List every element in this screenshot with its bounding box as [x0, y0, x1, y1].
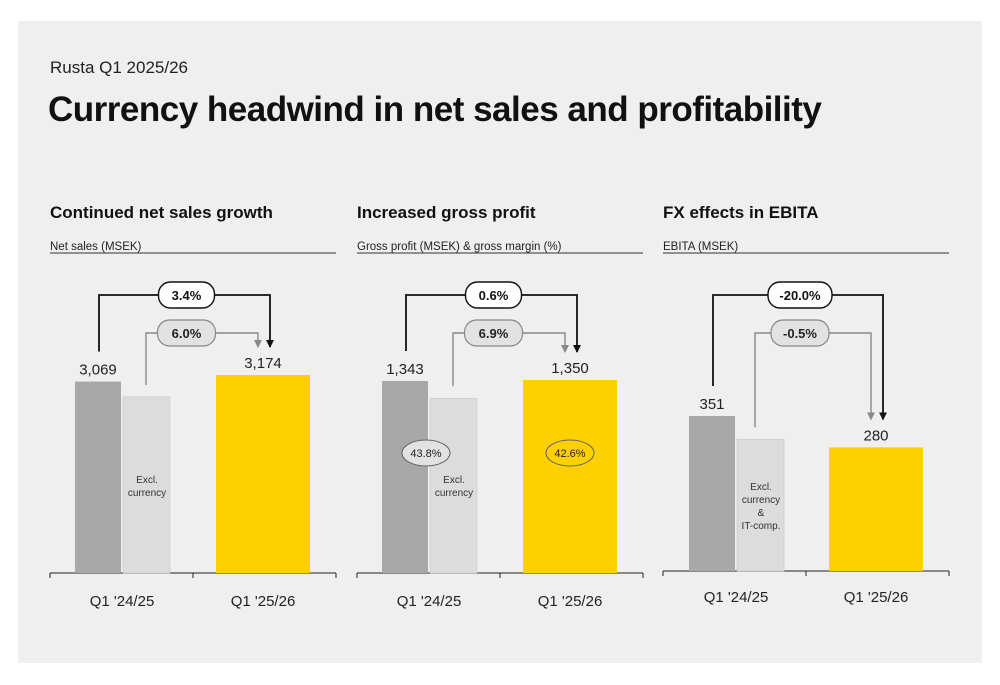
panel-3-title: FX effects in EBITA — [663, 203, 819, 222]
excl-bar-label: Excl. — [136, 475, 158, 486]
excl-bar-label: currency — [435, 488, 473, 499]
margin-label-prior: 43.8% — [410, 448, 441, 460]
excl-bar-label: currency — [128, 488, 166, 499]
bar-prior-year — [382, 381, 428, 573]
growth-total-label: 0.6% — [479, 288, 509, 303]
panel-2-axis-label: Gross profit (MSEK) & gross margin (%) — [357, 241, 562, 253]
growth-total-label: 3.4% — [172, 288, 202, 303]
growth-excl-label: 6.0% — [172, 326, 202, 341]
growth-pill-excl — [156, 319, 217, 347]
value-label-prior: 3,069 — [79, 362, 117, 379]
value-label-current: 1,350 — [551, 360, 589, 377]
growth-pill-total — [464, 281, 523, 309]
growth-bracket-excl — [754, 332, 875, 428]
category-label-prior: Q1 '24/25 — [704, 589, 769, 606]
growth-pill-total — [767, 281, 833, 309]
margin-bubble-current — [545, 439, 595, 467]
bar-excl-currency — [122, 396, 171, 574]
bar-prior-year — [75, 381, 121, 573]
bar-current-year — [216, 375, 310, 573]
category-label-current: Q1 '25/26 — [538, 593, 603, 610]
category-label-prior: Q1 '24/25 — [397, 593, 462, 610]
growth-pill-excl — [463, 319, 524, 347]
category-label-current: Q1 '25/26 — [844, 589, 909, 606]
page-title: Currency headwind in net sales and profi… — [48, 90, 822, 129]
value-label-current: 280 — [863, 427, 888, 444]
bar-excl-currency — [736, 438, 785, 572]
growth-excl-label: 6.9% — [479, 326, 509, 341]
value-label-current: 3,174 — [244, 355, 282, 372]
growth-pill-excl — [770, 319, 830, 347]
category-label-prior: Q1 '24/25 — [90, 593, 155, 610]
excl-bar-label: Excl. — [443, 475, 465, 486]
margin-bubble-prior — [401, 439, 451, 467]
bar-prior-year — [689, 416, 735, 571]
bar-current-year — [829, 447, 923, 571]
growth-pill-total — [157, 281, 216, 309]
value-label-prior: 1,343 — [386, 361, 424, 378]
panel-3-axis-label: EBITA (MSEK) — [663, 241, 739, 253]
excl-bar-label: IT-comp. — [742, 521, 781, 532]
bar-current-year — [523, 380, 617, 573]
panel-1-axis-label: Net sales (MSEK) — [50, 241, 142, 253]
margin-label-current: 42.6% — [554, 448, 585, 460]
growth-total-label: -20.0% — [779, 288, 821, 303]
panel-2-title: Increased gross profit — [357, 203, 536, 222]
growth-bracket-total — [712, 294, 887, 421]
excl-bar-label: Excl. — [750, 482, 772, 493]
panel-1-title: Continued net sales growth — [50, 203, 273, 222]
growth-excl-label: -0.5% — [783, 326, 817, 341]
report-subtitle: Rusta Q1 2025/26 — [50, 58, 188, 77]
excl-bar-label: & — [758, 508, 765, 519]
value-label-prior: 351 — [699, 396, 724, 413]
excl-bar-label: currency — [742, 495, 780, 506]
bar-excl-currency — [429, 397, 478, 574]
category-label-current: Q1 '25/26 — [231, 593, 296, 610]
